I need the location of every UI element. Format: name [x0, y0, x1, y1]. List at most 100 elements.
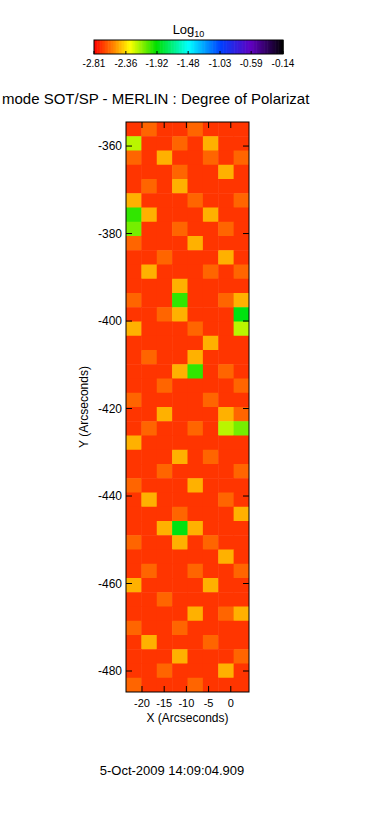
colorbar-tick — [251, 51, 252, 54]
y-tick — [126, 583, 132, 584]
cell — [141, 464, 157, 479]
cell — [172, 592, 188, 607]
cell — [188, 336, 204, 351]
x-tick-label: -15 — [156, 697, 172, 709]
cell — [188, 364, 204, 379]
plot-frame — [126, 122, 249, 692]
cell — [188, 151, 204, 166]
cell — [234, 664, 249, 679]
cell — [218, 364, 234, 379]
cell — [172, 136, 188, 151]
cell — [203, 379, 219, 394]
cell — [172, 364, 188, 379]
colorbar-tick-label: -1.92 — [146, 58, 169, 69]
cell — [203, 521, 219, 536]
cell — [203, 450, 219, 465]
cell — [218, 393, 234, 408]
cell — [218, 478, 234, 493]
cell — [141, 393, 157, 408]
colorbar-tick-label: -0.59 — [240, 58, 263, 69]
cell — [172, 635, 188, 650]
cell — [218, 464, 234, 479]
cell — [234, 379, 249, 394]
cell — [234, 550, 249, 565]
cell — [141, 493, 157, 508]
cell — [203, 179, 219, 194]
cell — [188, 621, 204, 636]
cell — [126, 407, 142, 422]
cell — [203, 578, 219, 593]
cell — [188, 578, 204, 593]
cell — [172, 265, 188, 280]
cell — [188, 165, 204, 180]
x-tick — [208, 122, 209, 128]
cell — [218, 279, 234, 294]
cell — [141, 578, 157, 593]
cell — [218, 336, 234, 351]
cell — [157, 464, 173, 479]
cell — [188, 307, 204, 322]
y-tick — [126, 321, 132, 322]
cell — [141, 250, 157, 265]
cell — [234, 336, 249, 351]
cell — [141, 350, 157, 365]
cell — [157, 421, 173, 436]
cell — [218, 578, 234, 593]
cell — [126, 464, 142, 479]
cell — [188, 293, 204, 308]
cell — [126, 236, 142, 251]
cell — [141, 293, 157, 308]
cell — [234, 436, 249, 451]
cell — [141, 279, 157, 294]
cell — [234, 507, 249, 522]
cell — [141, 151, 157, 166]
cell — [126, 265, 142, 280]
colorbar-tick — [94, 51, 95, 54]
colorbar-label: Log10 — [173, 22, 205, 39]
cell — [126, 122, 142, 137]
cell — [234, 364, 249, 379]
cell — [203, 122, 219, 137]
cell — [172, 122, 188, 137]
cell — [172, 535, 188, 550]
cell — [157, 664, 173, 679]
cell — [126, 165, 142, 180]
cell — [126, 678, 142, 692]
cell — [157, 450, 173, 465]
cell — [188, 322, 204, 337]
cell — [234, 322, 249, 337]
cell — [126, 350, 142, 365]
cell — [188, 436, 204, 451]
cell — [203, 307, 219, 322]
cell — [126, 607, 142, 622]
title: mode SOT/SP - MERLIN : Degree of Polariz… — [2, 90, 310, 107]
cell — [188, 607, 204, 622]
cell — [172, 436, 188, 451]
cell — [218, 350, 234, 365]
cell — [188, 122, 204, 137]
cell — [126, 421, 142, 436]
cell — [203, 222, 219, 237]
cell — [126, 649, 142, 664]
y-tick — [243, 583, 249, 584]
cell — [234, 293, 249, 308]
y-tick — [243, 146, 249, 147]
cell — [126, 322, 142, 337]
y-tick-label: -420 — [98, 402, 122, 416]
cell — [203, 279, 219, 294]
cell — [234, 450, 249, 465]
cell — [172, 507, 188, 522]
cell — [203, 165, 219, 180]
cell — [126, 550, 142, 565]
y-tick — [126, 408, 132, 409]
cell — [157, 293, 173, 308]
cell — [157, 322, 173, 337]
cell — [157, 193, 173, 208]
cell — [172, 250, 188, 265]
cell — [234, 136, 249, 151]
colorbar: -2.81-2.36-1.92-1.48-1.03-0.59-0.14 — [83, 40, 295, 69]
y-tick-label: -360 — [98, 139, 122, 153]
cell — [172, 208, 188, 223]
cell — [218, 265, 234, 280]
cell — [234, 265, 249, 280]
